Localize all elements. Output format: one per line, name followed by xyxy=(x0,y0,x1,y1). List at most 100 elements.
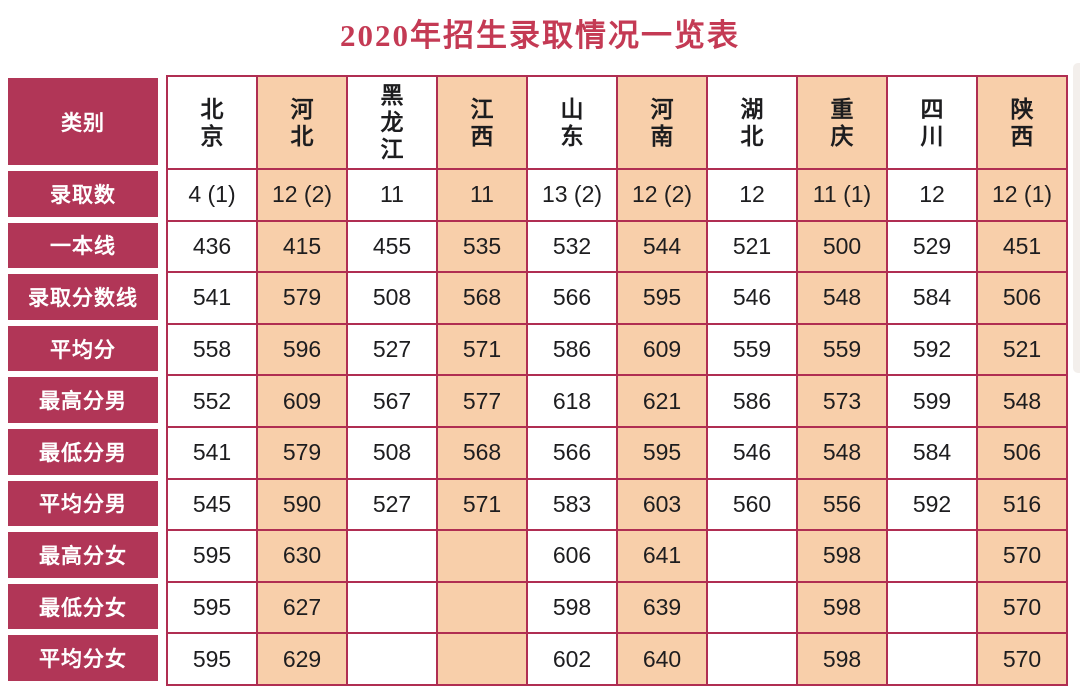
table-cell: 598 xyxy=(797,581,887,634)
header-cell: 北京 xyxy=(167,76,257,169)
table-cell xyxy=(887,530,977,582)
table-cell: 529 xyxy=(887,220,977,273)
corner-cell: 类别 xyxy=(8,78,158,165)
table-cell: 595 xyxy=(167,530,257,582)
header-cell: 江西 xyxy=(437,76,527,169)
table-cell: 584 xyxy=(887,426,977,479)
table-cell: 598 xyxy=(527,581,617,634)
table-cell: 566 xyxy=(527,272,617,324)
table-cell: 548 xyxy=(797,272,887,324)
table-cell: 521 xyxy=(977,323,1067,376)
table-cell: 598 xyxy=(797,530,887,582)
table-cell xyxy=(707,581,797,634)
table-cell: 630 xyxy=(257,530,347,582)
row-label: 最高分女 xyxy=(8,532,158,578)
table-cell: 599 xyxy=(887,375,977,427)
table-cell: 570 xyxy=(977,581,1067,634)
header-cell: 四川 xyxy=(887,76,977,169)
table-cell: 598 xyxy=(797,633,887,685)
table-cell xyxy=(887,633,977,685)
table-cell: 577 xyxy=(437,375,527,427)
table-cell: 11 xyxy=(347,169,437,221)
table-cell: 508 xyxy=(347,272,437,324)
table-cell: 627 xyxy=(257,581,347,634)
header-cell: 陕西 xyxy=(977,76,1067,169)
table-cell: 570 xyxy=(977,530,1067,582)
table-cell: 595 xyxy=(617,272,707,324)
table-cell: 596 xyxy=(257,323,347,376)
table-cell: 566 xyxy=(527,426,617,479)
table-cell: 4 (1) xyxy=(167,169,257,221)
table-cell: 532 xyxy=(527,220,617,273)
table-cell: 560 xyxy=(707,478,797,531)
table-cell xyxy=(437,633,527,685)
table-cell: 541 xyxy=(167,272,257,324)
table-cell: 586 xyxy=(707,375,797,427)
row-label: 最低分男 xyxy=(8,428,158,475)
table-cell: 548 xyxy=(977,375,1067,427)
row-label: 一本线 xyxy=(8,222,158,269)
table-cell: 541 xyxy=(167,426,257,479)
row-label: 录取分数线 xyxy=(8,274,158,320)
table-cell: 552 xyxy=(167,375,257,427)
table-cell: 595 xyxy=(167,581,257,634)
table-cell: 584 xyxy=(887,272,977,324)
table-cell xyxy=(437,581,527,634)
table-cell: 548 xyxy=(797,426,887,479)
table-cell: 595 xyxy=(617,426,707,479)
table-cell: 506 xyxy=(977,426,1067,479)
table-cell: 545 xyxy=(167,478,257,531)
scrollbar-thumb[interactable] xyxy=(1073,63,1080,373)
table-cell: 592 xyxy=(887,323,977,376)
table-cell: 500 xyxy=(797,220,887,273)
row-label: 最低分女 xyxy=(8,583,158,630)
row-label: 平均分 xyxy=(8,325,158,372)
table-cell: 568 xyxy=(437,426,527,479)
table-cell: 595 xyxy=(167,633,257,685)
header-cell: 重庆 xyxy=(797,76,887,169)
table-cell: 559 xyxy=(797,323,887,376)
table-cell xyxy=(707,633,797,685)
table-cell: 583 xyxy=(527,478,617,531)
table-cell: 11 (1) xyxy=(797,169,887,221)
table-cell: 603 xyxy=(617,478,707,531)
table-cell: 568 xyxy=(437,272,527,324)
table-cell: 12 (2) xyxy=(617,169,707,221)
table-cell: 12 (2) xyxy=(257,169,347,221)
table-cell: 12 (1) xyxy=(977,169,1067,221)
table-cell: 11 xyxy=(437,169,527,221)
table-cell: 527 xyxy=(347,478,437,531)
table-cell: 640 xyxy=(617,633,707,685)
table-cell: 13 (2) xyxy=(527,169,617,221)
table-cell: 592 xyxy=(887,478,977,531)
table-cell: 609 xyxy=(257,375,347,427)
page-title: 2020年招生录取情况一览表 xyxy=(340,18,740,53)
table-cell: 639 xyxy=(617,581,707,634)
table-cell: 641 xyxy=(617,530,707,582)
row-label: 录取数 xyxy=(8,171,158,217)
admissions-table: 类别 录取数 一本线 录取分数线 平均分 最高分男 最低分男 平均分男 最高分女 最低分女 平均分… xyxy=(8,75,1068,686)
table-cell: 590 xyxy=(257,478,347,531)
table-cell: 436 xyxy=(167,220,257,273)
table-cell: 606 xyxy=(527,530,617,582)
table-cell: 586 xyxy=(527,323,617,376)
table-cell: 506 xyxy=(977,272,1067,324)
table-cell: 571 xyxy=(437,323,527,376)
table-cell: 516 xyxy=(977,478,1067,531)
table-cell: 527 xyxy=(347,323,437,376)
table-cell: 602 xyxy=(527,633,617,685)
table-cell: 609 xyxy=(617,323,707,376)
table-cell: 12 xyxy=(707,169,797,221)
table-cell: 546 xyxy=(707,426,797,479)
table-cell: 573 xyxy=(797,375,887,427)
header-cell: 山东 xyxy=(527,76,617,169)
table-cell: 556 xyxy=(797,478,887,531)
table-cell: 559 xyxy=(707,323,797,376)
table-cell: 455 xyxy=(347,220,437,273)
table-cell xyxy=(347,581,437,634)
table-cell: 579 xyxy=(257,272,347,324)
table-cell: 535 xyxy=(437,220,527,273)
table-cell: 629 xyxy=(257,633,347,685)
